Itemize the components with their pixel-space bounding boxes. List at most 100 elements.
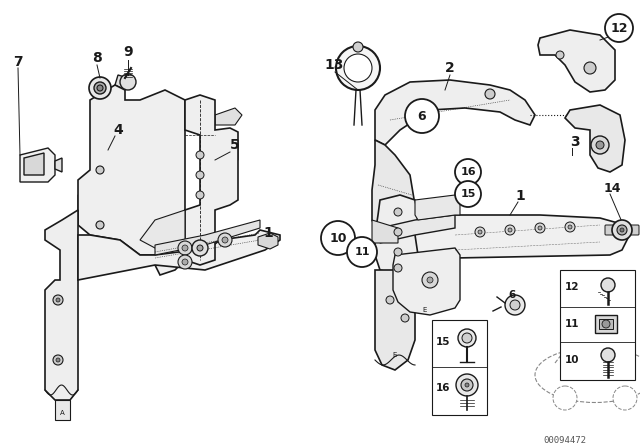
Circle shape [94, 82, 106, 94]
Circle shape [605, 14, 633, 42]
Polygon shape [393, 248, 460, 315]
Bar [599, 319, 613, 329]
Circle shape [96, 166, 104, 174]
Circle shape [510, 300, 520, 310]
Circle shape [182, 259, 188, 265]
Text: 10: 10 [565, 355, 579, 365]
Circle shape [478, 230, 482, 234]
Circle shape [197, 245, 203, 251]
Polygon shape [538, 30, 615, 92]
Text: 4: 4 [113, 123, 123, 137]
Polygon shape [215, 140, 238, 160]
Circle shape [53, 355, 63, 365]
Circle shape [556, 51, 564, 59]
Text: 8: 8 [92, 51, 102, 65]
Circle shape [565, 222, 575, 232]
Text: 11: 11 [565, 319, 579, 329]
Circle shape [97, 85, 103, 91]
Circle shape [535, 223, 545, 233]
Text: 10: 10 [329, 232, 347, 245]
Text: 1: 1 [263, 226, 273, 240]
Text: 6: 6 [508, 290, 516, 300]
Circle shape [568, 225, 572, 229]
Circle shape [508, 228, 512, 232]
Circle shape [192, 240, 208, 256]
Text: 12: 12 [611, 22, 628, 34]
Circle shape [505, 225, 515, 235]
Polygon shape [395, 215, 628, 258]
Text: 3: 3 [570, 135, 580, 149]
Circle shape [462, 333, 472, 343]
Circle shape [394, 228, 402, 236]
Circle shape [422, 272, 438, 288]
Circle shape [427, 277, 433, 283]
Polygon shape [115, 75, 128, 90]
Text: 15: 15 [436, 337, 451, 347]
Bar [432, 320, 487, 415]
Circle shape [196, 171, 204, 179]
Circle shape [591, 136, 609, 154]
Text: 9: 9 [123, 45, 133, 59]
Circle shape [613, 386, 637, 410]
Polygon shape [372, 140, 415, 240]
Circle shape [602, 320, 610, 328]
Circle shape [120, 74, 136, 90]
Polygon shape [375, 80, 535, 145]
Text: 16: 16 [460, 167, 476, 177]
Polygon shape [140, 210, 185, 248]
Text: 6: 6 [418, 109, 426, 122]
Polygon shape [55, 158, 62, 172]
Polygon shape [20, 148, 55, 182]
Circle shape [96, 221, 104, 229]
Circle shape [475, 227, 485, 237]
Circle shape [601, 278, 615, 292]
Circle shape [617, 225, 627, 235]
Circle shape [465, 383, 469, 387]
Polygon shape [375, 195, 418, 275]
Circle shape [218, 233, 232, 247]
Ellipse shape [535, 348, 640, 402]
Bar [595, 315, 617, 333]
Text: 2: 2 [445, 61, 455, 75]
Text: 13: 13 [324, 58, 344, 72]
Bar [560, 270, 635, 380]
FancyBboxPatch shape [629, 225, 639, 235]
Text: E: E [423, 307, 427, 313]
Polygon shape [55, 400, 70, 420]
Text: E: E [393, 352, 397, 358]
Circle shape [601, 348, 615, 362]
Circle shape [222, 237, 228, 243]
Circle shape [584, 62, 596, 74]
Circle shape [53, 295, 63, 305]
Circle shape [394, 248, 402, 256]
Text: 1: 1 [515, 189, 525, 203]
Circle shape [89, 77, 111, 99]
Polygon shape [78, 85, 185, 275]
Circle shape [353, 42, 363, 52]
Polygon shape [372, 220, 398, 243]
Circle shape [178, 255, 192, 269]
Circle shape [394, 208, 402, 216]
Polygon shape [375, 270, 415, 370]
Polygon shape [415, 195, 460, 220]
Polygon shape [258, 233, 278, 249]
Circle shape [196, 151, 204, 159]
Circle shape [455, 159, 481, 185]
Polygon shape [185, 95, 238, 265]
Circle shape [386, 296, 394, 304]
Circle shape [336, 46, 380, 90]
Circle shape [612, 220, 632, 240]
Circle shape [461, 379, 473, 391]
Circle shape [458, 329, 476, 347]
Circle shape [553, 386, 577, 410]
Circle shape [347, 237, 377, 267]
Circle shape [538, 226, 542, 230]
Circle shape [455, 181, 481, 207]
Text: 14: 14 [604, 181, 621, 194]
Circle shape [456, 374, 478, 396]
FancyBboxPatch shape [605, 225, 615, 235]
Circle shape [196, 191, 204, 199]
Circle shape [321, 221, 355, 255]
Polygon shape [78, 192, 90, 218]
Circle shape [56, 298, 60, 302]
